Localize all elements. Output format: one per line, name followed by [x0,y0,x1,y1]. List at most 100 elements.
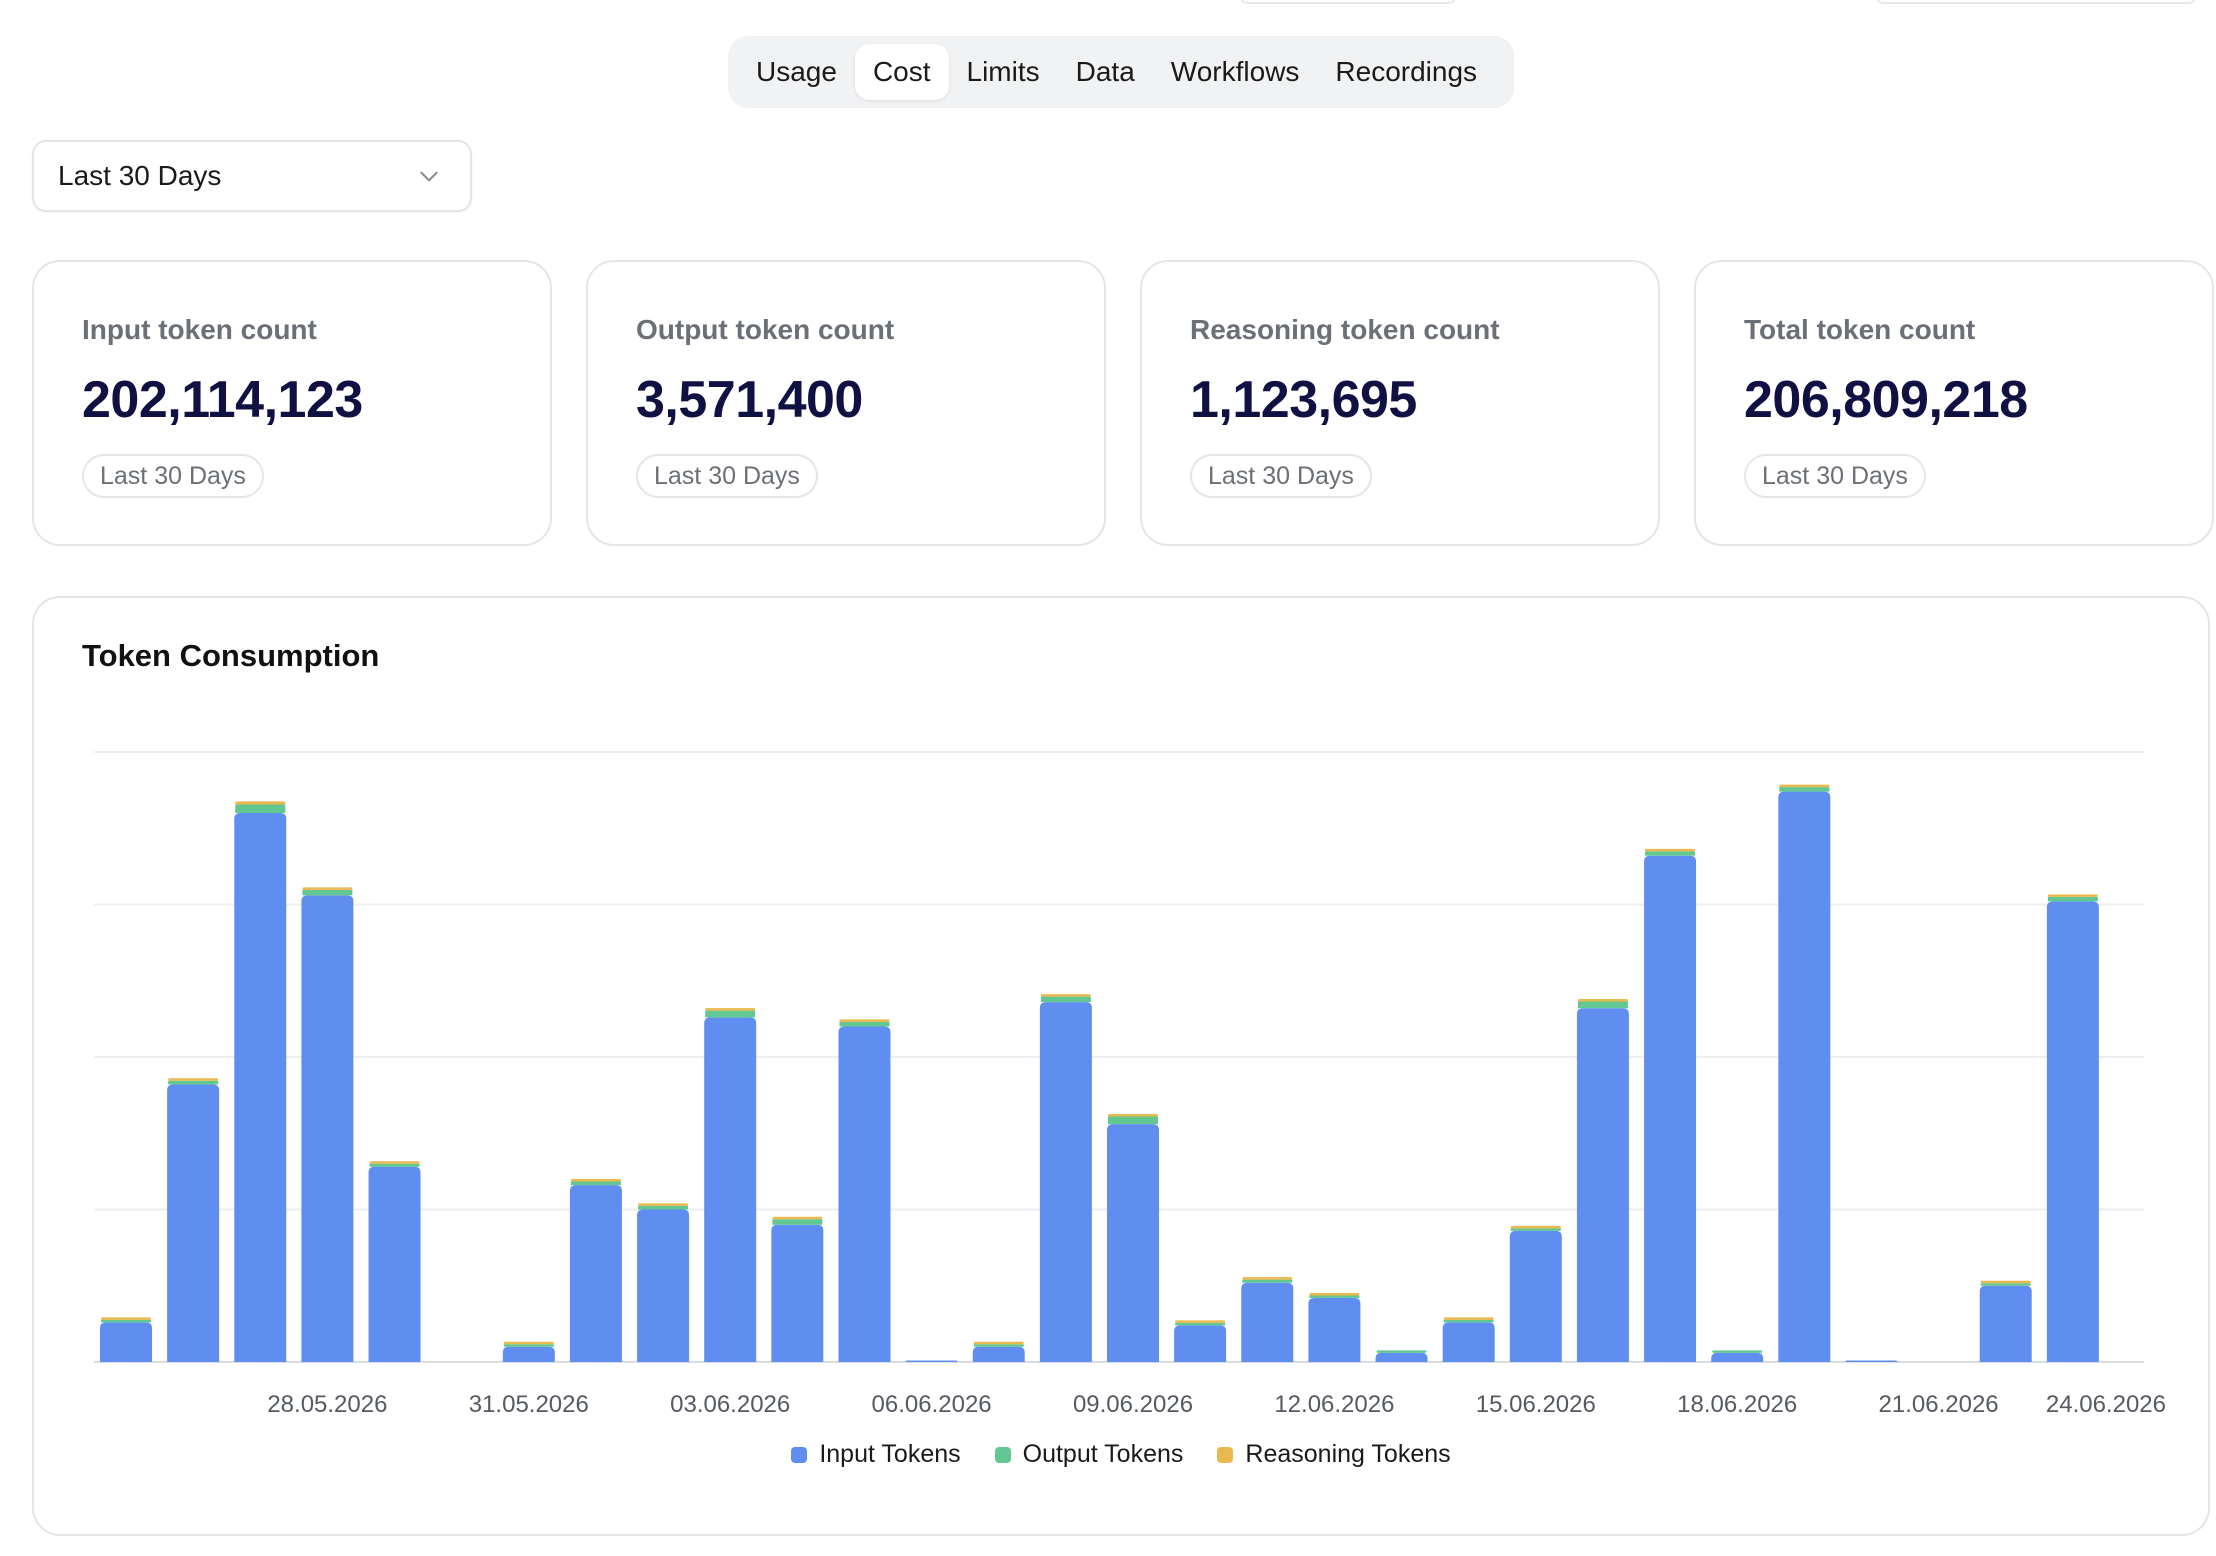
bar-input-segment[interactable] [1644,855,1697,1362]
bar-reasoning-segment[interactable] [1108,1113,1158,1117]
bar-reasoning-segment[interactable] [839,1019,890,1022]
tab-limits[interactable]: Limits [966,56,1040,87]
bar-input-segment[interactable] [1778,791,1831,1362]
bar-output-segment[interactable] [1242,1279,1293,1283]
bar-input-segment[interactable] [1509,1230,1562,1362]
bar-input-segment[interactable] [1039,1002,1092,1362]
x-tick-label: 18.06.2026 [1677,1391,1797,1418]
bar-input-segment[interactable] [1241,1282,1294,1362]
bar-reasoning-segment[interactable] [503,1341,554,1345]
bar-output-segment[interactable] [1040,996,1091,1003]
chart-title: Token Consumption [82,638,380,673]
bar-input-segment[interactable] [637,1209,690,1363]
bar-output-segment[interactable] [1577,1001,1628,1009]
bar-input-segment[interactable] [704,1017,757,1362]
bar-input-segment[interactable] [1576,1008,1629,1362]
bar-output-segment[interactable] [1645,851,1696,856]
bar-input-segment[interactable] [301,895,354,1362]
bar-output-segment[interactable] [302,889,353,896]
bar-reasoning-segment[interactable] [2047,894,2098,897]
card-value: 202,114,123 [82,371,363,429]
bar-reasoning-segment[interactable] [638,1203,689,1206]
bar-reasoning-segment[interactable] [1577,998,1628,1002]
bar-reasoning-segment[interactable] [168,1078,219,1081]
bar-reasoning-segment[interactable] [101,1317,151,1320]
bar-output-segment[interactable] [570,1181,621,1186]
bar-reasoning-segment[interactable] [235,801,286,805]
legend-swatch-reasoning [1217,1446,1234,1463]
bar-output-segment[interactable] [1376,1350,1427,1353]
bar-input-segment[interactable] [100,1322,152,1362]
legend-item-input[interactable]: Input Tokens [791,1440,961,1469]
bar-output-segment[interactable] [1779,787,1830,792]
legend-swatch-output [994,1446,1011,1463]
bar-input-segment[interactable] [1107,1124,1159,1362]
bar-output-segment[interactable] [101,1319,151,1323]
bar-reasoning-segment[interactable] [302,887,353,890]
tab-recordings[interactable]: Recordings [1335,56,1478,87]
bar-reasoning-segment[interactable] [1645,848,1696,852]
bar-output-segment[interactable] [1443,1319,1494,1323]
card-label: Output token count [636,314,895,345]
bar-output-segment[interactable] [503,1344,554,1347]
bar-input-segment[interactable] [771,1224,824,1362]
bar-reasoning-segment[interactable] [772,1216,823,1220]
bar-input-segment[interactable] [368,1166,421,1362]
bar-reasoning-segment[interactable] [1779,784,1830,788]
bar-output-segment[interactable] [1175,1322,1226,1326]
bar-output-segment[interactable] [973,1344,1024,1347]
bar-input-segment[interactable] [2046,901,2099,1362]
bar-reasoning-segment[interactable] [1980,1280,2031,1284]
bar-reasoning-segment[interactable] [1309,1292,1360,1296]
tab-data[interactable]: Data [1075,56,1135,87]
date-range-select[interactable]: Last 30 Days [32,140,472,212]
bar-output-segment[interactable] [168,1080,219,1085]
tab-cost[interactable]: Cost [854,44,949,100]
bar-output-segment[interactable] [235,804,286,813]
bar-output-segment[interactable] [638,1205,689,1210]
bar-reasoning-segment[interactable] [705,1008,756,1011]
bar-input-segment[interactable] [1375,1352,1428,1362]
bar-reasoning-segment[interactable] [1040,994,1091,997]
bar-reasoning-segment[interactable] [369,1161,420,1164]
top-toolbar-fragment [1240,0,1456,4]
tab-workflows[interactable]: Workflows [1170,56,1300,87]
bar-input-segment[interactable] [1979,1285,2032,1362]
bar-reasoning-segment[interactable] [973,1341,1024,1345]
bar-output-segment[interactable] [705,1010,756,1018]
bar-input-segment[interactable] [1308,1297,1361,1362]
bar-input-segment[interactable] [569,1185,622,1362]
card-badge: Last 30 Days [1190,454,1372,498]
bar-input-segment[interactable] [1711,1352,1764,1362]
bar-reasoning-segment[interactable] [1242,1277,1293,1280]
bar-output-segment[interactable] [2047,896,2098,902]
legend-label: Reasoning Tokens [1245,1440,1451,1468]
tab-usage[interactable]: Usage [756,56,837,87]
bar-output-segment[interactable] [1510,1228,1561,1231]
legend-item-reasoning[interactable]: Reasoning Tokens [1217,1440,1451,1469]
bar-reasoning-segment[interactable] [1510,1225,1561,1229]
bar-input-segment[interactable] [838,1026,891,1363]
bar-input-segment[interactable] [502,1346,555,1362]
bar-input-segment[interactable] [1174,1325,1227,1362]
bar-input-segment[interactable] [234,813,287,1362]
bar-output-segment[interactable] [772,1219,823,1225]
legend-swatch-input [791,1446,808,1463]
bar-reasoning-segment[interactable] [1175,1320,1226,1323]
bar-reasoning-segment[interactable] [1443,1317,1494,1320]
bar-input-segment[interactable] [167,1084,220,1362]
card-value: 1,123,695 [1190,371,1417,429]
bar-output-segment[interactable] [1309,1295,1360,1298]
bar-input-segment[interactable] [972,1346,1025,1362]
bar-reasoning-segment[interactable] [570,1178,621,1182]
bar-input-segment[interactable] [1442,1322,1495,1362]
bar-output-segment[interactable] [1980,1283,2031,1286]
legend-item-output[interactable]: Output Tokens [994,1440,1183,1469]
x-tick-label: 28.05.2026 [267,1391,387,1418]
bar-output-segment[interactable] [369,1163,420,1167]
bar-output-segment[interactable] [1108,1116,1158,1125]
bar-input-segment[interactable] [1845,1360,1898,1362]
bar-input-segment[interactable] [905,1360,958,1362]
bar-output-segment[interactable] [1712,1350,1763,1353]
bar-output-segment[interactable] [839,1021,890,1027]
